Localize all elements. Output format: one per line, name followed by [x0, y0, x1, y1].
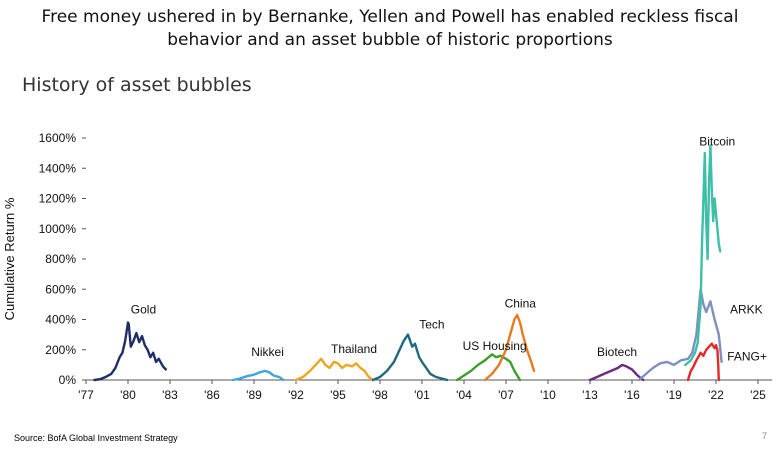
- series-label-biotech: Biotech: [597, 345, 637, 359]
- series-label-thailand: Thailand: [331, 342, 377, 356]
- x-tick-label: '25: [750, 388, 766, 402]
- x-tick-label: '16: [624, 388, 640, 402]
- series-line-gold: [93, 321, 168, 382]
- x-tick-label: '92: [288, 388, 304, 402]
- headline: Free money ushered in by Bernanke, Yelle…: [0, 6, 780, 52]
- series-label-fang-: FANG+: [727, 349, 767, 363]
- series-line-tech: [371, 333, 449, 382]
- series-label-gold: Gold: [131, 302, 156, 316]
- series-line-us-housing: [455, 353, 522, 382]
- x-tick-label: '04: [456, 388, 472, 402]
- series-label-us-housing: US Housing: [463, 339, 527, 353]
- series-label-bitcoin: Bitcoin: [699, 135, 735, 149]
- series-line-arkk: [637, 288, 723, 382]
- x-tick-label: '10: [540, 388, 556, 402]
- series-label-china: China: [505, 296, 537, 310]
- y-tick-label: 400%: [45, 313, 76, 327]
- y-tick-label: 600%: [45, 282, 76, 296]
- chart-title: History of asset bubbles: [22, 74, 252, 96]
- y-tick-label: 0%: [59, 373, 77, 387]
- y-tick-label: 1000%: [39, 222, 77, 236]
- x-tick-label: '07: [498, 388, 514, 402]
- series-label-tech: Tech: [419, 318, 444, 332]
- x-tick-label: '13: [582, 388, 598, 402]
- y-tick-label: 800%: [45, 252, 76, 266]
- series-line-fang-: [686, 342, 720, 382]
- x-tick-label: '19: [666, 388, 682, 402]
- x-tick-label: '01: [414, 388, 430, 402]
- x-tick-label: '98: [372, 388, 388, 402]
- series-label-nikkei: Nikkei: [251, 345, 284, 359]
- y-tick-label: 1600%: [39, 131, 77, 145]
- x-tick-label: '95: [330, 388, 346, 402]
- y-tick-label: 200%: [45, 343, 76, 357]
- page-number: 7: [762, 431, 768, 441]
- x-tick-label: '89: [246, 388, 262, 402]
- y-tick-label: 1200%: [39, 192, 77, 206]
- series-label-arkk: ARKK: [730, 302, 763, 316]
- series-line-thailand: [294, 357, 375, 382]
- source-note: Source: BofA Global Investment Strategy: [14, 433, 178, 443]
- x-tick-label: '22: [708, 388, 724, 402]
- x-tick-label: '83: [162, 388, 178, 402]
- x-tick-label: '77: [78, 388, 94, 402]
- series-line-nikkei: [231, 369, 285, 382]
- series-line-bitcoin: [684, 144, 722, 367]
- y-axis-label: Cumulative Return %: [2, 197, 17, 320]
- x-tick-label: '86: [204, 388, 220, 402]
- headline-line-2: behavior and an asset bubble of historic…: [167, 30, 613, 50]
- series-line-china: [483, 313, 536, 382]
- headline-line-1: Free money ushered in by Bernanke, Yelle…: [41, 7, 739, 27]
- y-tick-label: 1400%: [39, 161, 77, 175]
- series-line-biotech: [588, 363, 645, 382]
- x-tick-label: '80: [120, 388, 136, 402]
